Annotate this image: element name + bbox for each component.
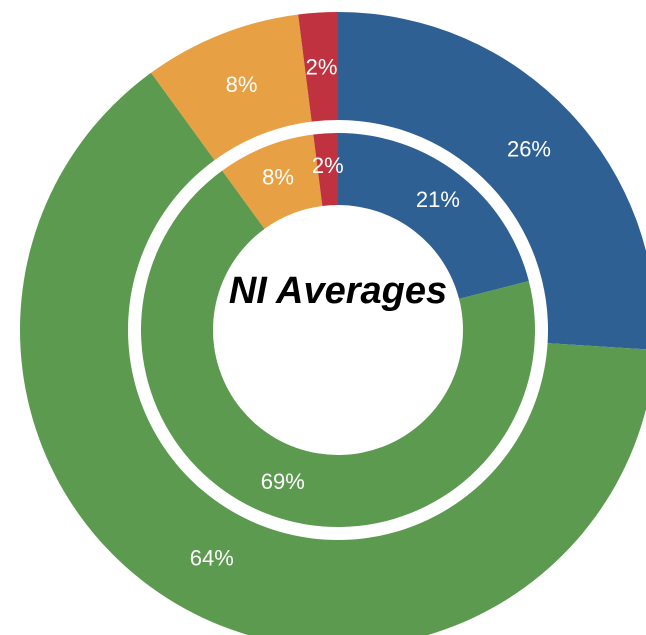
slice-label: 8% <box>226 72 258 97</box>
donut-slice <box>338 133 529 299</box>
donut-slice <box>222 134 323 229</box>
slice-label: 2% <box>306 54 338 79</box>
donut-slice <box>298 12 338 122</box>
slice-label: 8% <box>262 164 294 189</box>
slice-label: 26% <box>507 136 551 161</box>
donut-slice <box>338 12 646 350</box>
chart-title: NI Averages <box>228 270 448 312</box>
slice-label: 2% <box>312 153 344 178</box>
slice-label: 64% <box>190 545 234 570</box>
donut-slice <box>20 72 646 635</box>
slice-label: 21% <box>416 187 460 212</box>
donut-slice <box>141 170 536 527</box>
donut-slice <box>313 133 338 206</box>
donut-slice <box>151 14 312 161</box>
slice-label: 69% <box>261 469 305 494</box>
